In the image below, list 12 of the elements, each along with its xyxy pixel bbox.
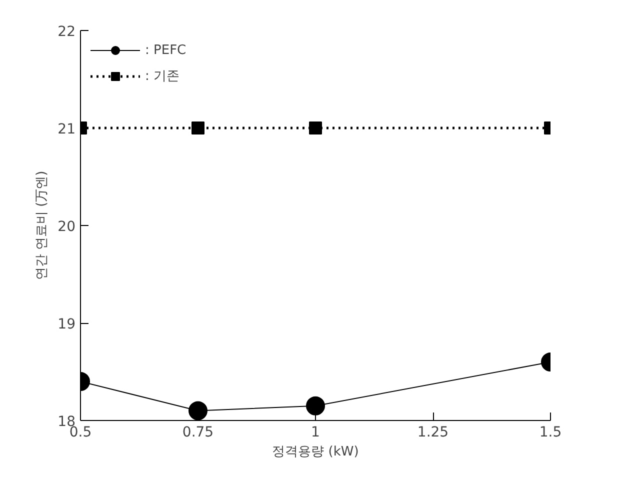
x-axis-title: 정격용량 (kW) <box>272 444 359 460</box>
y-tick-label: 20 <box>58 219 76 235</box>
x-tick-label: 1.5 <box>539 424 562 440</box>
x-tick-label: 1 <box>311 424 320 440</box>
y-axis-title: 연간 연료비 (万엔) <box>34 170 50 280</box>
y-tick-label: 19 <box>58 316 76 332</box>
x-tick-label: 1.25 <box>417 424 449 440</box>
legend-label: : 기존 <box>145 68 180 85</box>
y-tick-label: 21 <box>58 122 76 138</box>
y-tick-label: 22 <box>58 24 76 40</box>
x-tick-label: 0.75 <box>182 424 214 440</box>
legend-label: : PEFC <box>145 42 186 58</box>
